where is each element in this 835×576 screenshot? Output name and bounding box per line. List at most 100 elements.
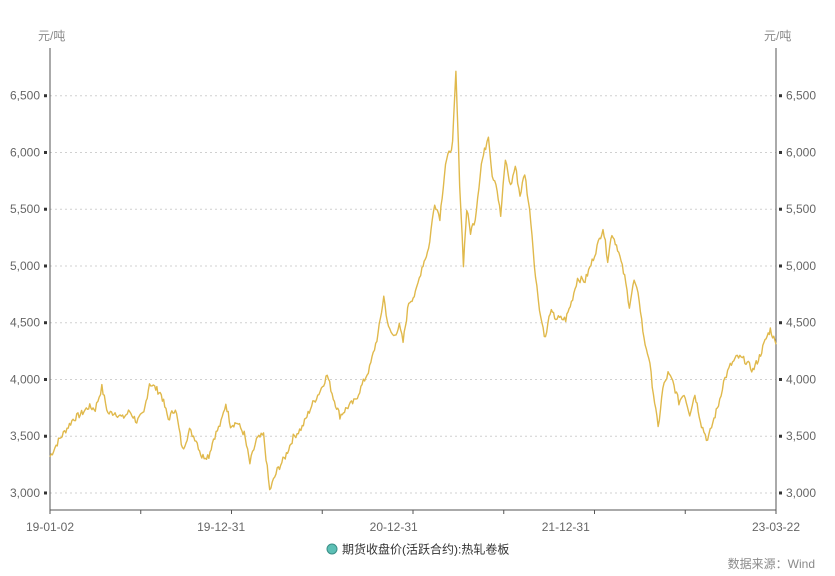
data-point (495, 181, 496, 182)
series-line (49, 70, 777, 491)
data-point (488, 134, 489, 135)
data-point (114, 412, 115, 413)
left-tick-label: 5,500 (10, 202, 40, 216)
data-point (629, 305, 630, 306)
data-point (500, 215, 501, 216)
data-point (361, 385, 362, 386)
left-tick-mark (44, 150, 47, 154)
data-point (524, 172, 525, 173)
data-point (667, 373, 668, 374)
data-point (775, 344, 776, 345)
right-tick-mark (779, 207, 782, 211)
left-tick-mark (44, 321, 47, 325)
data-point (333, 397, 334, 398)
data-point (648, 356, 649, 357)
data-point (81, 413, 82, 414)
data-point (73, 419, 74, 420)
data-point (707, 440, 708, 441)
data-point (213, 438, 214, 439)
data-point (388, 328, 389, 329)
data-point (689, 413, 690, 414)
axes (49, 48, 777, 511)
data-point (399, 326, 400, 327)
data-point (607, 259, 608, 260)
x-tick-label: 19-01-02 (26, 520, 74, 534)
left-tick-label: 4,500 (10, 316, 40, 330)
data-point (466, 209, 467, 210)
data-point (354, 400, 355, 401)
data-point (327, 374, 328, 375)
data-point (285, 456, 286, 457)
x-tick-labels: 19-01-02 19-12-31 20-12-31 21-12-31 23-03-22 (26, 510, 800, 534)
data-point (475, 218, 476, 219)
data-point (683, 393, 684, 394)
data-point (730, 365, 731, 366)
data-point (766, 338, 767, 339)
data-point (737, 356, 738, 357)
data-point (403, 341, 404, 342)
data-point (463, 263, 464, 264)
right-tick-mark (779, 434, 782, 438)
left-y-tick-labels: 3,000 3,500 4,000 4,500 5,000 5,500 6,000 6,500 (10, 89, 47, 500)
data-point (550, 311, 551, 312)
data-point (723, 381, 724, 382)
data-point (196, 439, 197, 440)
data-point (639, 299, 640, 300)
right-tick-mark (779, 264, 782, 268)
data-point (577, 278, 578, 279)
data-point (481, 163, 482, 164)
legend[interactable]: 期货收盘价(活跃合约):热轧卷板 (326, 542, 509, 557)
data-point (168, 419, 169, 420)
left-tick-label: 3,000 (10, 486, 40, 500)
right-tick-label: 6,000 (786, 145, 816, 159)
data-point (189, 430, 190, 431)
data-point (369, 368, 370, 369)
x-tick-label: 20-12-31 (370, 520, 418, 534)
left-unit-label: 元/吨 (38, 29, 65, 43)
data-point (643, 339, 644, 340)
data-point (249, 463, 250, 464)
data-point (602, 227, 603, 228)
data-point (95, 408, 96, 409)
data-point (175, 407, 176, 408)
data-point (515, 166, 516, 167)
data-point (571, 302, 572, 303)
data-point (530, 220, 531, 221)
data-point (221, 422, 222, 423)
data-point (339, 415, 340, 416)
data-point (439, 217, 440, 218)
data-point (149, 382, 150, 383)
data-point (302, 427, 303, 428)
data-point (584, 280, 585, 281)
data-point (161, 394, 162, 395)
right-tick-mark (779, 150, 782, 154)
data-point (672, 381, 673, 382)
x-tick-label: 21-12-31 (542, 520, 590, 534)
data-point (269, 490, 270, 491)
data-point (208, 455, 209, 456)
data-point (455, 72, 456, 73)
left-tick-mark (44, 264, 47, 268)
data-point (662, 388, 663, 389)
right-tick-mark (779, 491, 782, 495)
right-tick-mark (779, 321, 782, 325)
data-point (701, 424, 702, 425)
data-point (540, 316, 541, 317)
data-point (320, 390, 321, 391)
left-tick-mark (44, 491, 47, 495)
data-point (445, 163, 446, 164)
data-point (421, 267, 422, 268)
data-point (311, 405, 312, 406)
data-point (535, 277, 536, 278)
data-point (408, 302, 409, 303)
left-tick-label: 3,500 (10, 429, 40, 443)
data-point (101, 387, 102, 388)
data-point (230, 424, 231, 425)
data-point (752, 370, 753, 371)
data-point (678, 402, 679, 403)
data-point (470, 231, 471, 232)
data-point (256, 439, 257, 440)
data-point (459, 183, 460, 184)
